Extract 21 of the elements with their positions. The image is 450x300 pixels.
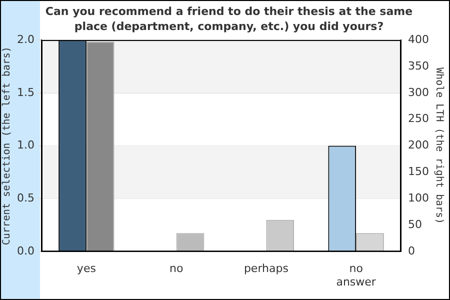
y2-tick-label: 150 — [408, 165, 430, 178]
x-tick-label: yes — [76, 262, 96, 276]
x-tick-label: no answer — [336, 262, 376, 288]
x-tick-label: no — [169, 262, 184, 276]
y2-tick-label: 250 — [408, 112, 430, 126]
y-tick-label: 1.5 — [16, 86, 34, 99]
y2-tick-label: 100 — [408, 192, 430, 205]
y2-tick-label: 400 — [408, 32, 430, 46]
chart-title: Can you recommend a friend to do their thesis at the same place (department, company, etc.) you did yours? — [44, 4, 414, 34]
y2-tick-label: 350 — [408, 59, 430, 72]
y-tick-label: 0.0 — [16, 244, 34, 258]
x-tick-label: perhaps — [244, 262, 289, 276]
y-axis-title: Current selection (the left bars) — [2, 46, 13, 246]
y-tick-label: 2.0 — [16, 32, 34, 46]
y2-axis-title: Whole LTH (the right bars) — [433, 68, 444, 224]
y2-tick-label: 200 — [408, 138, 430, 152]
y2-tick-label: 50 — [408, 218, 422, 232]
y-tick-label: 0.5 — [16, 192, 34, 205]
y2-tick-label: 0 — [408, 244, 416, 258]
y2-tick-label: 300 — [408, 86, 430, 99]
y-tick-label: 1.0 — [16, 138, 34, 152]
